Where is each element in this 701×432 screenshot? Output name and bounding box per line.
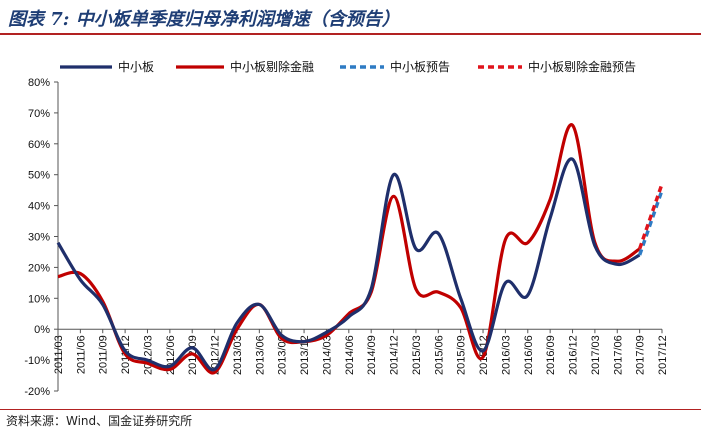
x-tick-label: 2015/03 — [411, 335, 423, 375]
legend-label: 中小板剔除金融预告 — [528, 59, 636, 74]
x-tick-label: 2013/03 — [232, 335, 244, 375]
line-chart: 80%70%60%50%40%30%20%10%0%-10%-20%2011/0… — [24, 59, 669, 398]
series-line-zhongxiaoban — [56, 157, 641, 372]
x-tick-label: 2014/09 — [366, 335, 378, 375]
legend-label: 中小板剔除金融 — [230, 59, 314, 74]
legend-label: 中小板 — [118, 59, 154, 74]
y-tick-label: 50% — [28, 170, 50, 182]
y-tick-label: -10% — [24, 355, 50, 367]
x-tick-label: 2017/06 — [612, 335, 624, 375]
x-tick-label: 2015/06 — [433, 335, 445, 375]
source-note: 资料来源：Wind、国金证券研究所 — [6, 414, 193, 428]
series-line-forecast — [637, 189, 664, 256]
chart-title: 图表 7: 中小板单季度归母净利润增速（含预告） — [8, 9, 400, 30]
x-tick-label: 2011/03 — [53, 335, 65, 374]
title-bar: 图表 7: 中小板单季度归母净利润增速（含预告） — [0, 0, 701, 34]
x-tick-label: 2015/09 — [456, 335, 468, 375]
x-tick-label: 2011/06 — [75, 335, 87, 374]
x-tick-label: 2016/09 — [545, 335, 557, 375]
y-tick-label: 80% — [28, 77, 50, 89]
series-line-ex-finance-forecast — [637, 183, 664, 250]
y-tick-label: 40% — [28, 201, 50, 213]
y-tick-label: 70% — [28, 108, 50, 120]
y-tick-label: 0% — [34, 324, 50, 336]
title-rule — [0, 33, 701, 35]
y-tick-label: 10% — [28, 293, 50, 305]
x-tick-label: 2016/03 — [500, 335, 512, 375]
x-tick-label: 2012/03 — [142, 335, 154, 375]
x-tick-label: 2016/06 — [523, 335, 535, 375]
x-tick-label: 2017/09 — [635, 335, 647, 375]
y-tick-label: 30% — [28, 232, 50, 244]
y-tick-label: 60% — [28, 139, 50, 151]
footer-rule — [0, 409, 701, 410]
x-tick-label: 2017/12 — [657, 335, 669, 375]
y-tick-label: -20% — [24, 386, 50, 398]
x-tick-label: 2013/06 — [254, 335, 266, 375]
x-tick-label: 2016/12 — [568, 335, 580, 375]
x-tick-label: 2017/03 — [590, 335, 602, 375]
x-tick-label: 2014/12 — [389, 335, 401, 375]
legend-label: 中小板预告 — [390, 59, 450, 74]
y-tick-label: 20% — [28, 262, 50, 274]
x-tick-label: 2014/03 — [321, 335, 333, 375]
x-tick-label: 2014/06 — [344, 335, 356, 375]
x-tick-label: 2011/09 — [98, 335, 110, 374]
x-tick-label: 2013/12 — [299, 335, 311, 375]
x-tick-label: 2013/09 — [277, 335, 289, 375]
